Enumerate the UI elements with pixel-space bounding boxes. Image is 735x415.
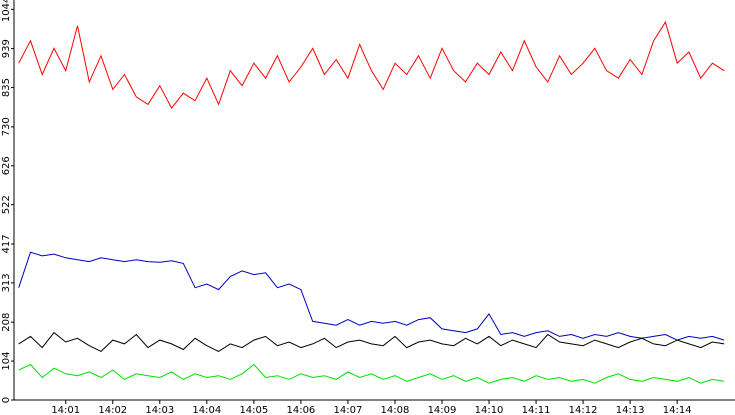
y-tick-label: 208 [1, 313, 12, 332]
y-tick-label: 1044 [1, 0, 12, 22]
x-tick-label: 14:06 [286, 405, 315, 415]
x-tick-label: 14:01 [51, 405, 80, 415]
y-tick-label: 313 [1, 273, 12, 292]
x-tick-label: 14:13 [616, 405, 645, 415]
series-line [18, 331, 725, 353]
x-tick-label: 14:04 [192, 405, 221, 415]
y-tick-label: 626 [1, 156, 12, 175]
x-tick-label: 14:02 [98, 405, 127, 415]
series-line [18, 20, 725, 110]
y-tick-label: 0 [1, 397, 12, 403]
series-line [18, 251, 725, 341]
x-tick-label: 14:07 [334, 405, 363, 415]
series-line [18, 363, 725, 384]
x-tick-label: 14:14 [663, 405, 692, 415]
y-tick-label: 939 [1, 39, 12, 58]
y-tick-label: 835 [1, 78, 12, 97]
y-tick-label: 730 [1, 117, 12, 136]
x-tick-label: 14:09 [428, 405, 457, 415]
x-tick-label: 14:12 [569, 405, 598, 415]
x-tick-label: 14:10 [475, 405, 504, 415]
x-tick-label: 14:03 [145, 405, 174, 415]
y-tick-label: 417 [1, 234, 12, 253]
y-tick-label: 522 [1, 195, 12, 214]
y-tick-label: 104 [1, 352, 12, 371]
x-tick-label: 14:11 [522, 405, 551, 415]
x-tick-label: 14:08 [381, 405, 410, 415]
x-tick-label: 14:05 [239, 405, 268, 415]
